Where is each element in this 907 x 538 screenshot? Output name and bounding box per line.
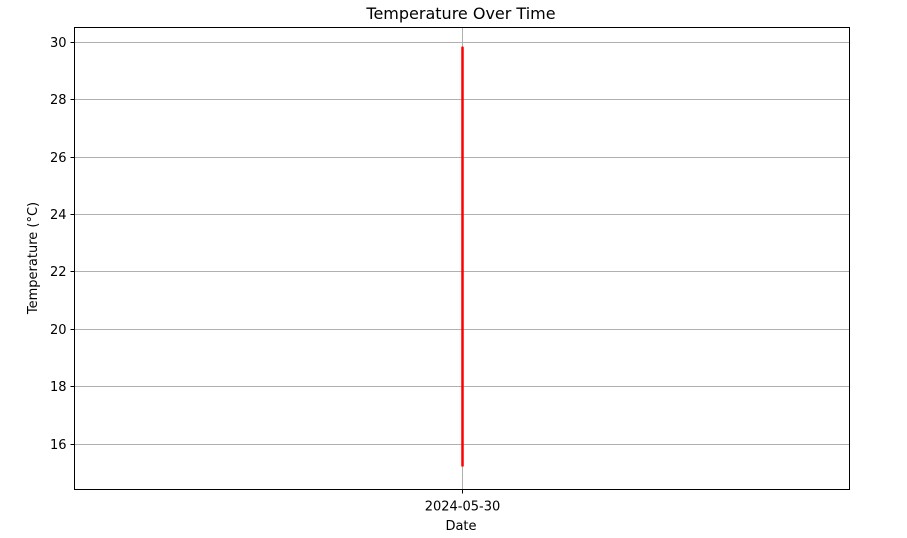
x-tick-label: 2024-05-30 [425, 500, 501, 515]
y-tick-label: 16 [50, 438, 67, 453]
y-tick-label: 26 [50, 151, 67, 166]
y-tick-label: 28 [50, 93, 67, 108]
y-axis-label: Temperature (°C) [26, 202, 41, 315]
y-tick-label: 22 [50, 265, 67, 280]
y-axis: 16 18 20 22 24 26 28 30 [50, 36, 75, 453]
y-tick-label: 24 [50, 208, 67, 223]
chart-title: Temperature Over Time [365, 4, 555, 23]
x-axis-label: Date [445, 519, 476, 534]
y-tick-label: 18 [50, 380, 67, 395]
y-tick-label: 20 [50, 323, 67, 338]
y-tick-label: 30 [50, 36, 67, 51]
x-axis: 2024-05-30 [425, 489, 501, 515]
